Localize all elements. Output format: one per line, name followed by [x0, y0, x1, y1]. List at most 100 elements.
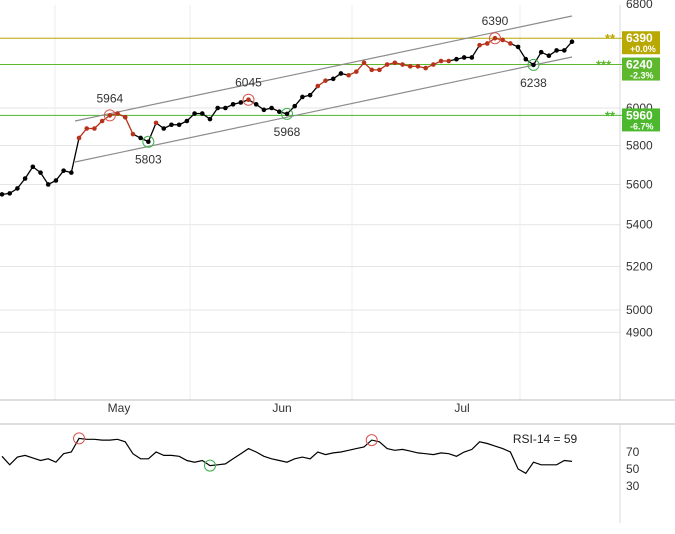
- price-point: [538, 49, 544, 55]
- level-change-label: -6.7%: [630, 121, 654, 131]
- rsi-overbought-marker: [365, 434, 378, 447]
- price-point: [30, 164, 36, 170]
- price-point: [7, 191, 13, 196]
- pivot-high-marker: [242, 93, 255, 106]
- price-point: [523, 56, 529, 62]
- price-point: [238, 100, 244, 105]
- price-point: [484, 41, 490, 46]
- rsi-line: [1, 437, 573, 475]
- price-point: [446, 58, 452, 64]
- price-point: [153, 120, 159, 126]
- price-point: [76, 135, 82, 141]
- y-tick-label: 5800: [626, 139, 653, 153]
- price-point: [477, 42, 482, 48]
- x-tick-label: Jul: [454, 401, 469, 415]
- pivot-label: 6238: [520, 76, 547, 90]
- price-segment: [39, 172, 49, 185]
- y-tick-label: 6800: [626, 0, 653, 11]
- price-point: [531, 62, 536, 68]
- price-point: [508, 41, 513, 46]
- price-point: [269, 105, 274, 111]
- price-point: [561, 48, 567, 53]
- price-point: [546, 53, 552, 59]
- price-segment: [24, 166, 34, 179]
- price-point: [107, 113, 113, 118]
- price-point: [346, 72, 351, 78]
- y-tick-label: 5400: [626, 218, 653, 232]
- x-tick-label: Jun: [272, 401, 291, 415]
- price-point: [22, 176, 28, 181]
- price-point: [69, 170, 74, 175]
- price-point: [407, 64, 413, 69]
- price-segment: [517, 46, 527, 60]
- y-tick-label: 5000: [626, 303, 653, 317]
- rsi-legend: RSI-14 = 59: [513, 432, 578, 446]
- level-stars: ***: [596, 58, 612, 73]
- price-point: [53, 178, 59, 183]
- price-point: [423, 65, 428, 71]
- pivot-low-marker: [527, 58, 540, 71]
- price-point: [569, 39, 575, 45]
- pivot-high-marker: [488, 32, 501, 45]
- price-segment: [147, 122, 157, 142]
- pivot-label: 5964: [96, 91, 123, 105]
- price-point: [261, 107, 267, 113]
- price-point: [384, 62, 390, 67]
- price-point: [15, 186, 20, 191]
- price-point: [84, 126, 90, 131]
- level-badge: [622, 31, 660, 55]
- rsi-oversold-marker: [203, 459, 216, 472]
- price-point: [45, 182, 51, 187]
- price-point: [323, 78, 328, 83]
- price-point: [169, 122, 174, 128]
- price-point: [146, 139, 151, 145]
- price-point: [500, 37, 505, 43]
- price-point: [61, 168, 66, 173]
- price-point: [300, 94, 305, 100]
- price-point: [92, 126, 97, 131]
- price-point: [215, 105, 220, 111]
- rsi-tick-label: 70: [626, 445, 640, 459]
- price-point: [361, 60, 367, 66]
- x-tick-label: May: [108, 401, 131, 415]
- grid: [0, 5, 675, 523]
- price-point: [122, 114, 128, 120]
- price-point: [246, 97, 251, 103]
- price-point: [469, 55, 475, 60]
- price-point: [338, 71, 344, 76]
- price-point: [454, 56, 459, 62]
- price-point: [315, 83, 321, 89]
- price-point: [192, 111, 197, 116]
- price-point: [207, 116, 213, 122]
- level-value-label: 6240: [626, 58, 653, 72]
- level-badge: [622, 57, 660, 81]
- price-point: [284, 111, 290, 117]
- price-point: [461, 55, 467, 60]
- price-point: [130, 131, 136, 137]
- level-value-label: 5960: [626, 108, 653, 122]
- price-point: [253, 102, 259, 107]
- pivot-label: 5803: [135, 153, 162, 167]
- channel-upper-line: [74, 15, 573, 122]
- level-stars: **: [605, 31, 616, 46]
- price-point: [115, 111, 120, 116]
- level-stars: **: [605, 108, 616, 123]
- rsi-tick-label: 30: [626, 479, 640, 493]
- price-point: [438, 58, 444, 64]
- pivot-high-marker: [103, 109, 116, 122]
- price-point: [377, 67, 382, 73]
- price-segment: [532, 51, 542, 66]
- price-point: [176, 122, 182, 128]
- price-point: [138, 135, 143, 141]
- y-tick-label: 4900: [626, 325, 653, 339]
- price-point: [515, 44, 521, 50]
- price-point: [330, 76, 336, 82]
- price-point: [554, 48, 559, 53]
- price-point: [230, 102, 236, 107]
- pivot-low-marker: [142, 135, 155, 148]
- price-segment: [471, 44, 481, 58]
- price-point: [0, 192, 5, 197]
- price-point: [492, 35, 498, 41]
- price-point: [292, 103, 298, 109]
